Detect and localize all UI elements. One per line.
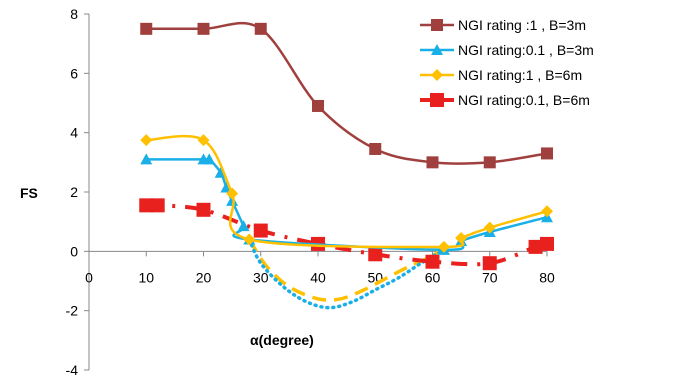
y-ticks: 8 6 4 2 0 -2 -4 [66, 6, 89, 377]
series-line [247, 237, 446, 310]
series-line [146, 134, 548, 249]
square-marker [425, 254, 440, 269]
square-marker [431, 19, 443, 31]
triangle-marker [140, 153, 153, 165]
legend-label: NGI rating:0.1 , B=3m [458, 42, 594, 58]
diamond-marker [541, 205, 553, 218]
x-tick-label: 20 [196, 269, 212, 285]
diamond-marker [197, 134, 210, 147]
legend-item: NGI rating:0.1 , B=3m [420, 42, 594, 58]
square-marker [369, 142, 382, 155]
square-marker [368, 247, 383, 262]
legend-item: NGI rating:1 , B=6m [420, 67, 582, 83]
y-tick-label: 6 [70, 65, 78, 81]
legend: NGI rating :1 , B=3m NGI rating:0.1 , B=3… [420, 17, 594, 108]
y-tick-label: 2 [70, 184, 78, 200]
x-tick-label: 0 [85, 269, 93, 285]
legend-label: NGI rating:0.1, B=6m [458, 92, 590, 108]
legend-item: NGI rating :1 , B=3m [420, 17, 586, 33]
diamond-marker [431, 69, 443, 81]
y-tick-label: 8 [70, 6, 78, 22]
legend-label: NGI rating:1 , B=6m [458, 67, 582, 83]
series-layer [139, 21, 554, 310]
diamond-marker [243, 233, 256, 246]
square-marker [197, 22, 210, 35]
y-tick-label: -4 [66, 362, 79, 377]
x-tick-label: 70 [482, 269, 498, 285]
legend-item: NGI rating:0.1, B=6m [420, 92, 590, 108]
x-tick-label: 40 [310, 269, 326, 285]
legend-label: NGI rating :1 , B=3m [458, 17, 586, 33]
x-tick-label: 60 [425, 269, 441, 285]
square-marker [254, 22, 267, 35]
square-marker [540, 236, 554, 251]
triangle-marker [203, 153, 216, 165]
square-marker [196, 202, 211, 217]
y-tick-label: 4 [70, 125, 78, 141]
x-axis-title: α(degree) [250, 332, 314, 348]
x-tick-label: 80 [539, 269, 555, 285]
square-marker [430, 93, 444, 107]
square-marker [253, 223, 268, 238]
square-marker [426, 156, 439, 169]
y-tick-label: -2 [66, 303, 79, 319]
square-marker [140, 22, 153, 35]
series-line [146, 203, 548, 267]
square-marker [312, 99, 324, 112]
diamond-marker [483, 221, 496, 234]
diamond-marker [437, 240, 450, 253]
triangle-marker [431, 44, 443, 55]
series-3 [140, 134, 553, 253]
series-line [146, 21, 548, 165]
square-marker [483, 156, 496, 169]
y-tick-label: 0 [70, 243, 78, 259]
square-marker [541, 147, 553, 160]
diamond-marker [226, 187, 239, 200]
diamond-marker [140, 134, 153, 147]
square-marker [150, 198, 165, 213]
x-tick-label: 30 [253, 269, 269, 285]
series-0 [140, 21, 553, 169]
triangle-marker [237, 220, 250, 232]
y-axis-title: FS [20, 185, 38, 201]
square-marker [482, 256, 497, 271]
series-2 [247, 237, 446, 310]
x-ticks: 0 10 20 30 40 50 60 70 80 [85, 251, 555, 285]
diamond-marker [455, 231, 468, 244]
square-marker [528, 239, 543, 254]
triangle-marker [226, 194, 239, 206]
x-tick-label: 10 [138, 269, 154, 285]
square-marker [139, 198, 154, 213]
